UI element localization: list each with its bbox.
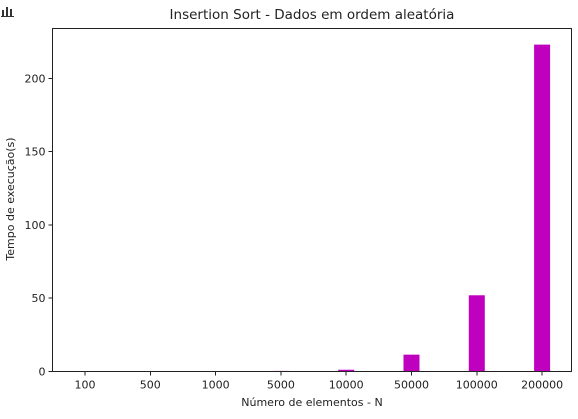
- x-tick-label: 100: [75, 379, 96, 392]
- y-axis-title: Tempo de execução(s): [4, 137, 17, 261]
- toolbar-icon[interactable]: [1, 2, 15, 17]
- x-tick-label: 10000: [329, 379, 364, 392]
- bar-100000: [468, 295, 485, 372]
- y-tick-label: 200: [25, 72, 46, 85]
- x-tick-label: 200000: [521, 379, 563, 392]
- chart-title: Insertion Sort - Dados em ordem aleatóri…: [170, 7, 455, 23]
- bar-200000: [534, 44, 551, 372]
- x-tick-label: 1000: [202, 379, 230, 392]
- bar-chart-icon: [1, 7, 14, 17]
- x-tick-label: 100000: [456, 379, 498, 392]
- x-tick-label: 500: [140, 379, 161, 392]
- bar-10000: [338, 369, 355, 372]
- plot-frame: [52, 28, 572, 372]
- y-tick-label: 150: [25, 146, 46, 159]
- ticks-group: 100 500 1000 5000 10000 50000 100000 200000 0 50 1…: [25, 72, 564, 391]
- y-tick-label: 0: [39, 366, 46, 379]
- x-tick-label: 5000: [267, 379, 295, 392]
- y-tick-label: 100: [25, 219, 46, 232]
- y-tick-label: 50: [32, 292, 46, 305]
- bars-group: [142, 44, 551, 372]
- x-axis-title: Número de elementos - N: [241, 396, 382, 409]
- bar-50000: [403, 354, 420, 372]
- x-tick-label: 50000: [394, 379, 429, 392]
